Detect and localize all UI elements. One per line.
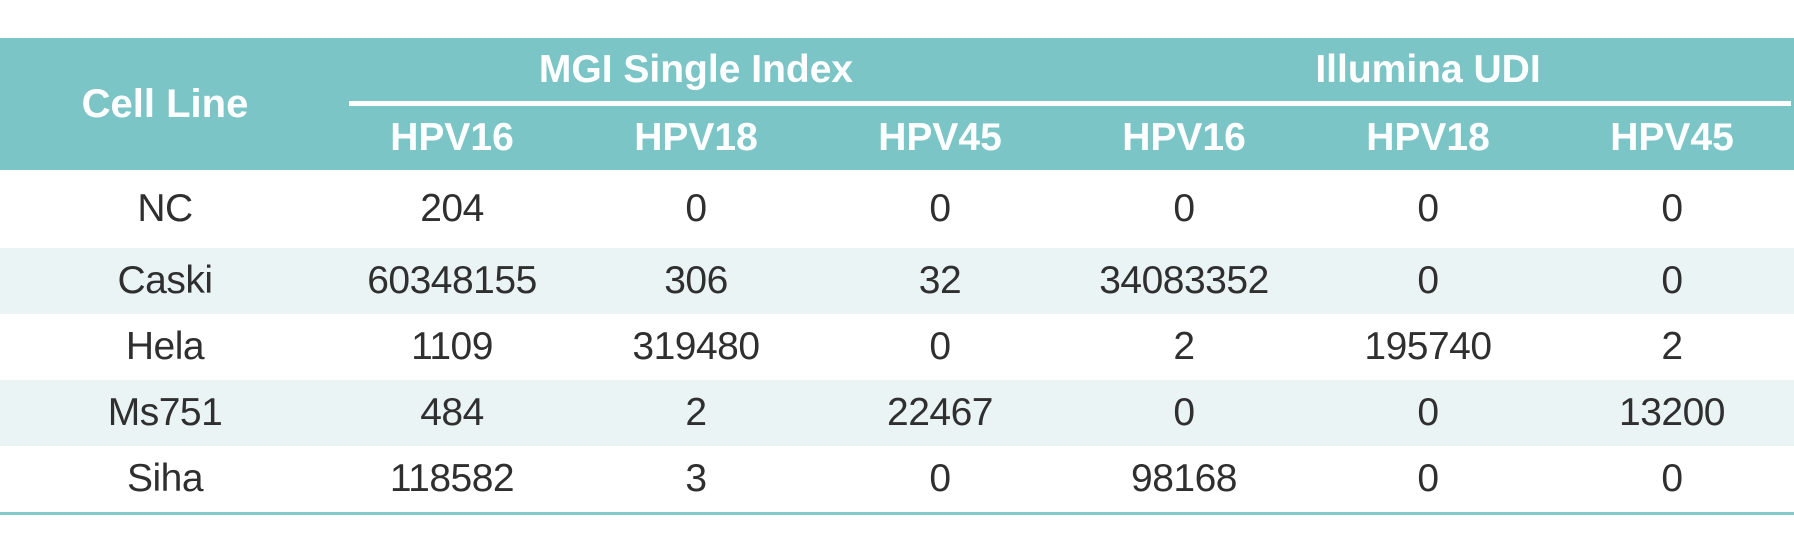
table-row-siha: Siha 118582 3 0 98168 0 0 — [0, 446, 1794, 512]
table-cell: 34083352 — [1099, 259, 1269, 302]
table-cell: 2 — [1173, 325, 1195, 368]
table-cell: 204 — [420, 187, 484, 230]
table-row-ms751: Ms751 484 2 22467 0 0 13200 — [0, 380, 1794, 446]
row-label: Hela — [125, 325, 205, 368]
table-cell: 3 — [685, 457, 707, 500]
table-cell: 0 — [1173, 187, 1195, 230]
column-header-mgi-hpv18: HPV18 — [634, 116, 758, 159]
table-bottom-border — [0, 512, 1794, 515]
table-cell: 306 — [664, 259, 728, 302]
table-cell: 0 — [1661, 457, 1683, 500]
table-cell: 319480 — [632, 325, 760, 368]
table-row-caski: Caski 60348155 306 32 34083352 0 0 — [0, 248, 1794, 314]
table-cell: 0 — [1417, 187, 1439, 230]
corner-header-cell-line: Cell Line — [81, 81, 249, 126]
column-header-mgi-hpv16: HPV16 — [390, 116, 514, 159]
table-cell: 484 — [420, 391, 484, 434]
table-cell: 0 — [1417, 457, 1439, 500]
table-row-hela: Hela 1109 319480 0 2 195740 2 — [0, 314, 1794, 380]
table-cell: 118582 — [389, 457, 515, 500]
table-cell: 0 — [1173, 391, 1195, 434]
table-cell: 0 — [685, 187, 707, 230]
group-header-underline — [349, 101, 1791, 106]
table-cell: 0 — [1661, 187, 1683, 230]
table-cell: 13200 — [1619, 391, 1725, 434]
group-header-illumina-udi: Illumina UDI — [1315, 47, 1541, 91]
table-cell: 60348155 — [367, 259, 537, 302]
table-cell: 0 — [929, 457, 951, 500]
table-cell: 2 — [685, 391, 707, 434]
row-label: Caski — [117, 259, 213, 302]
row-label: Siha — [126, 457, 204, 500]
column-header-mgi-hpv45: HPV45 — [878, 116, 1002, 159]
table-cell: 32 — [918, 259, 962, 302]
table-cell: 195740 — [1364, 325, 1492, 368]
column-header-illumina-hpv16: HPV16 — [1122, 116, 1246, 159]
table-cell: 98168 — [1131, 457, 1237, 500]
table-cell: 1109 — [411, 325, 493, 368]
group-header-mgi-single-index: MGI Single Index — [538, 47, 854, 91]
row-label: Ms751 — [107, 391, 223, 434]
column-header-illumina-hpv45: HPV45 — [1610, 116, 1734, 159]
table-cell: 0 — [929, 187, 951, 230]
column-header-illumina-hpv18: HPV18 — [1366, 116, 1490, 159]
table-row-nc: NC 204 0 0 0 0 0 — [0, 170, 1794, 248]
sub-header-row: HPV16 HPV18 HPV45 HPV16 HPV18 HPV45 — [330, 106, 1794, 170]
row-label: NC — [137, 187, 193, 230]
table-cell: 0 — [1417, 391, 1439, 434]
table-cell: 0 — [1417, 259, 1439, 302]
table-cell: 0 — [1661, 259, 1683, 302]
table-header: Cell Line MGI Single Index Illumina UDI … — [0, 38, 1794, 170]
table-cell: 2 — [1661, 325, 1683, 368]
hpv-read-count-table: Cell Line MGI Single Index Illumina UDI … — [0, 38, 1794, 515]
table-cell: 22467 — [887, 391, 993, 434]
table-cell: 0 — [929, 325, 951, 368]
